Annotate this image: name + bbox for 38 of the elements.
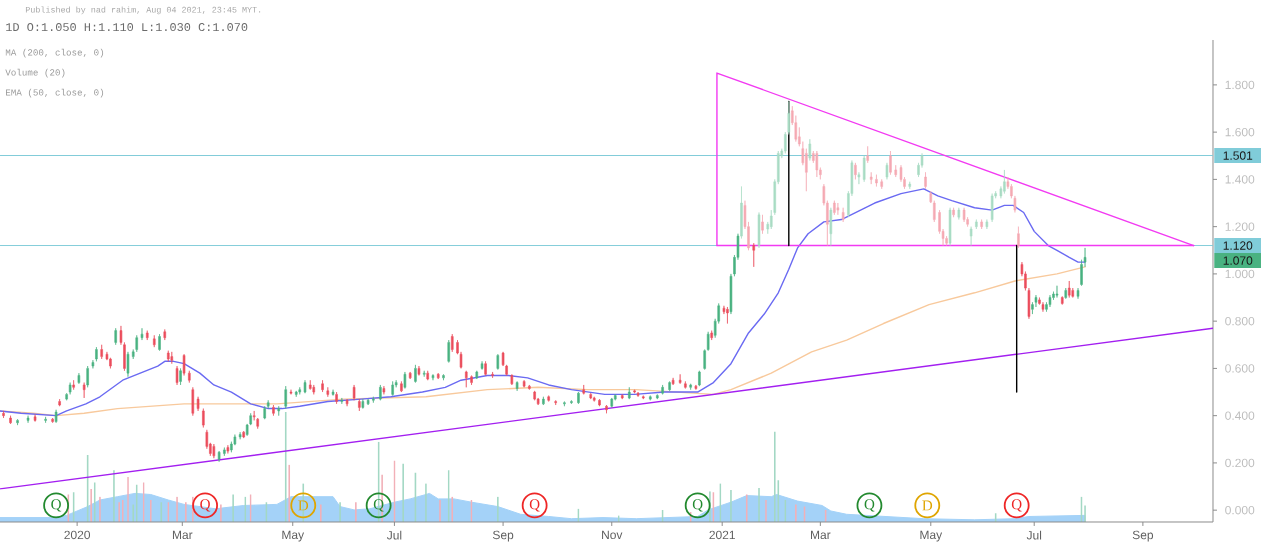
data-label: D bbox=[922, 500, 933, 511]
x-tick-label: 2020 bbox=[64, 530, 91, 540]
ref-line-label: 1.120 bbox=[1223, 241, 1253, 250]
data-label: D bbox=[298, 500, 309, 511]
y-tick-label: 0.800 bbox=[1225, 316, 1255, 326]
annotation: MA (200, close, 0) bbox=[5, 48, 104, 58]
data-label: Q bbox=[51, 499, 62, 512]
y-tick-label: 0.200 bbox=[1225, 458, 1255, 468]
y-tick-label: 0.600 bbox=[1225, 364, 1255, 373]
x-tick-label: Nov bbox=[602, 530, 623, 540]
data-label: Q bbox=[692, 499, 703, 512]
x-tick-label: May bbox=[920, 530, 943, 542]
x-tick-label: Jul bbox=[1026, 530, 1042, 540]
annotation: EMA (50, close, 0) bbox=[6, 88, 104, 98]
text: Published by nad rahim, Aug 04 2021, 23:45 MYT. bbox=[25, 6, 261, 15]
data-label: Q bbox=[1011, 499, 1022, 512]
x-tick-label: May bbox=[282, 530, 305, 542]
y-tick-label: 1.800 bbox=[1225, 80, 1255, 90]
x-tick-label: Mar bbox=[811, 530, 831, 540]
text: 1.070 bbox=[1223, 256, 1253, 265]
x-tick-label: Sep bbox=[492, 530, 514, 542]
x-tick-label: Jul bbox=[386, 530, 402, 540]
data-label: Q bbox=[529, 499, 540, 512]
y-tick-label: 1.400 bbox=[1225, 175, 1255, 184]
x-tick-label: 2021 bbox=[709, 530, 735, 540]
x-tick-label: Sep bbox=[1132, 530, 1154, 542]
chart-title: 1D O:1.050 H:1.110 L:1.030 C:1.070 bbox=[6, 23, 248, 32]
x-tick-label: Mar bbox=[172, 530, 193, 540]
y-tick-label: 1.000 bbox=[1225, 269, 1255, 279]
y-tick-label: 1.600 bbox=[1225, 127, 1255, 137]
y-tick-label: 1.200 bbox=[1225, 222, 1255, 231]
data-label: Q bbox=[864, 499, 875, 512]
ref-line-label: 1.501 bbox=[1223, 151, 1253, 160]
y-tick-label: 0.000 bbox=[1225, 505, 1255, 515]
annotation: Volume (20) bbox=[5, 68, 65, 78]
y-tick-label: 0.400 bbox=[1225, 411, 1255, 420]
data-label: Q bbox=[373, 499, 384, 512]
data-label: Q bbox=[200, 499, 211, 512]
